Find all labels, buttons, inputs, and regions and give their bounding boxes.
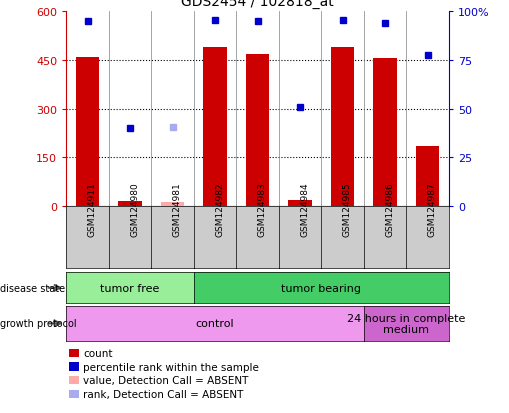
Text: percentile rank within the sample: percentile rank within the sample xyxy=(83,362,259,372)
Text: GSM124985: GSM124985 xyxy=(342,182,351,237)
Bar xyxy=(160,203,184,206)
Bar xyxy=(118,202,142,206)
Bar xyxy=(330,48,354,206)
Text: control: control xyxy=(195,318,234,329)
Text: 24 hours in complete
medium: 24 hours in complete medium xyxy=(347,313,465,335)
Bar xyxy=(245,55,269,206)
Text: GSM124987: GSM124987 xyxy=(427,182,436,237)
Text: GSM124984: GSM124984 xyxy=(299,183,308,237)
Text: tumor bearing: tumor bearing xyxy=(281,283,360,293)
Text: tumor free: tumor free xyxy=(100,283,159,293)
Text: GSM124983: GSM124983 xyxy=(257,182,266,237)
Text: rank, Detection Call = ABSENT: rank, Detection Call = ABSENT xyxy=(83,389,243,399)
Text: GSM124980: GSM124980 xyxy=(130,182,139,237)
Text: count: count xyxy=(83,348,112,358)
Text: GSM124981: GSM124981 xyxy=(172,182,181,237)
Bar xyxy=(76,58,99,206)
Text: value, Detection Call = ABSENT: value, Detection Call = ABSENT xyxy=(83,375,248,385)
Text: growth protocol: growth protocol xyxy=(0,318,76,329)
Bar xyxy=(203,48,227,206)
Bar xyxy=(288,200,311,206)
Text: GSM124986: GSM124986 xyxy=(384,182,393,237)
Bar xyxy=(415,147,438,206)
Bar xyxy=(373,59,396,206)
Text: GSM124982: GSM124982 xyxy=(215,183,223,237)
Title: GDS2454 / 102818_at: GDS2454 / 102818_at xyxy=(181,0,333,9)
Text: GSM124911: GSM124911 xyxy=(88,182,96,237)
Text: disease state: disease state xyxy=(0,283,65,293)
